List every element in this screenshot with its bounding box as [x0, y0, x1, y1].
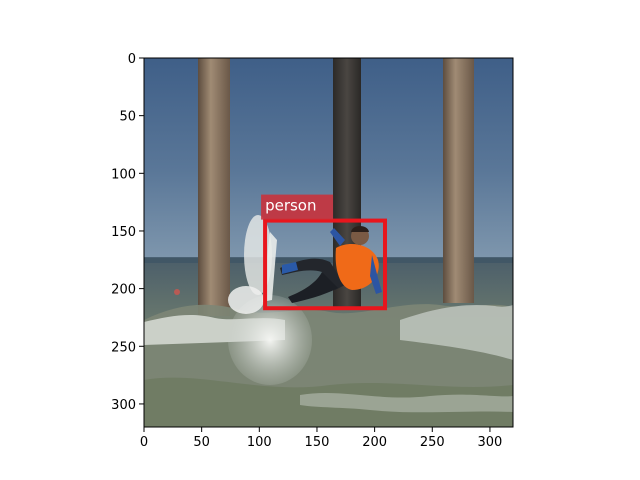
x-axis-ticks: 0 50 100 150 200 250 300	[140, 427, 502, 450]
x-tick-label: 200	[362, 435, 387, 450]
x-tick-label: 250	[420, 435, 445, 450]
y-tick-label: 250	[111, 340, 136, 355]
x-tick-label: 0	[140, 435, 148, 450]
orange-wetsuit	[335, 244, 379, 290]
pier-piling-left	[198, 58, 230, 316]
surfer	[262, 226, 382, 303]
y-tick-label: 100	[111, 167, 136, 182]
x-tick-label: 300	[478, 435, 503, 450]
person-bounding-box	[263, 218, 388, 311]
y-tick-label: 200	[111, 283, 136, 298]
y-tick-label: 300	[111, 398, 136, 413]
axes-frame	[143, 57, 514, 428]
person-label: person	[265, 197, 316, 215]
y-axis-ticks: 0 50 100 150 200 250 300	[111, 52, 144, 413]
x-tick-label: 100	[247, 435, 272, 450]
photo	[144, 58, 513, 427]
pier-piling-right	[443, 58, 474, 303]
splash	[228, 295, 312, 385]
y-tick-label: 50	[119, 110, 136, 125]
person-label-background	[261, 194, 334, 220]
y-tick-label: 0	[128, 52, 136, 67]
y-tick-label: 150	[111, 225, 136, 240]
x-tick-label: 150	[305, 435, 330, 450]
x-tick-label: 50	[193, 435, 210, 450]
